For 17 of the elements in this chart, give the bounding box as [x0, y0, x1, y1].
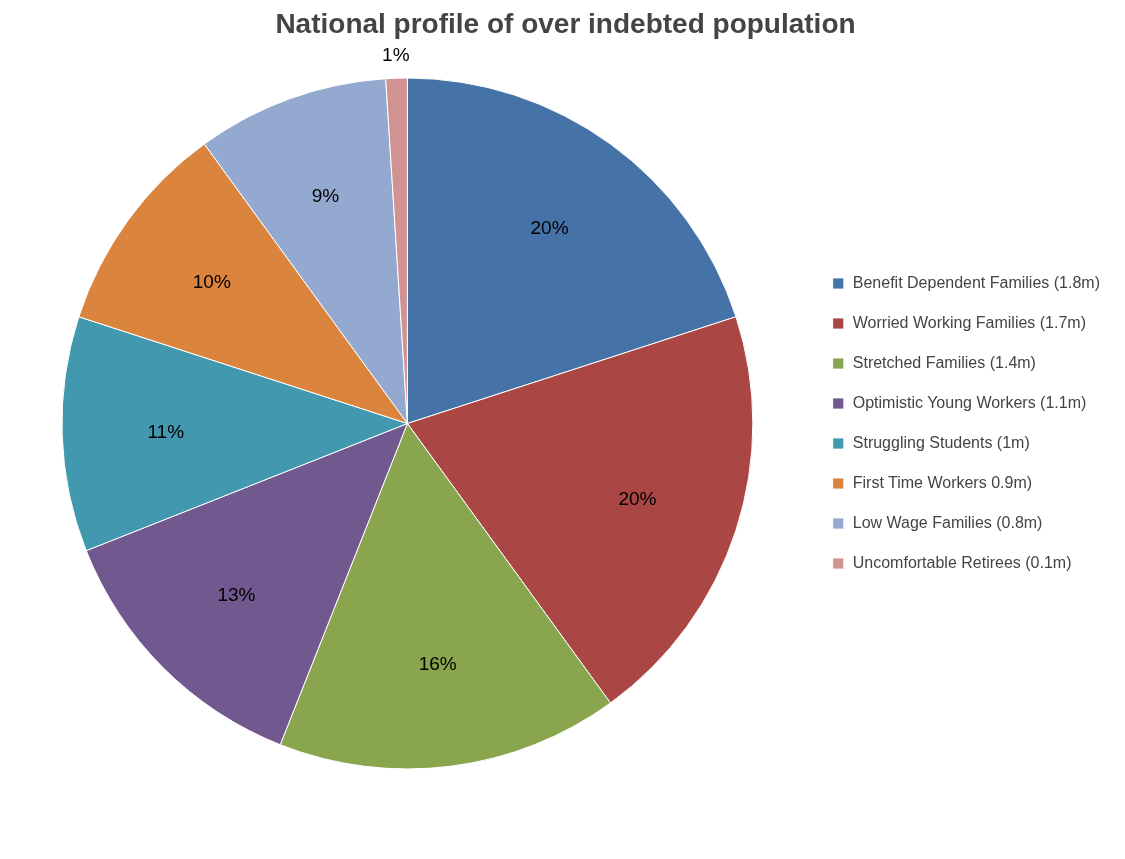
data-label: 16% [418, 652, 457, 674]
legend-label: Stretched Families (1.4m) [852, 354, 1036, 372]
data-label: 11% [147, 420, 185, 442]
legend-label: Low Wage Families (0.8m) [852, 514, 1043, 532]
data-label: 1% [382, 43, 410, 65]
data-label: 9% [311, 185, 340, 207]
legend-label: Uncomfortable Retirees (0.1m) [852, 554, 1072, 572]
legend-label: Worried Working Families (1.7m) [852, 314, 1086, 332]
data-label: 13% [217, 583, 256, 605]
legend-label: Struggling Students (1m) [852, 434, 1030, 452]
legend-label: Optimistic Young Workers (1.1m) [852, 394, 1087, 412]
data-label: 10% [192, 270, 231, 292]
legend-label: Benefit Dependent Families (1.8m) [852, 274, 1100, 292]
legend-label: First Time Workers 0.9m) [852, 474, 1033, 492]
data-label: 20% [530, 217, 569, 239]
data-label: 20% [618, 487, 657, 509]
chart-title: National profile of over indebted population [275, 7, 856, 39]
